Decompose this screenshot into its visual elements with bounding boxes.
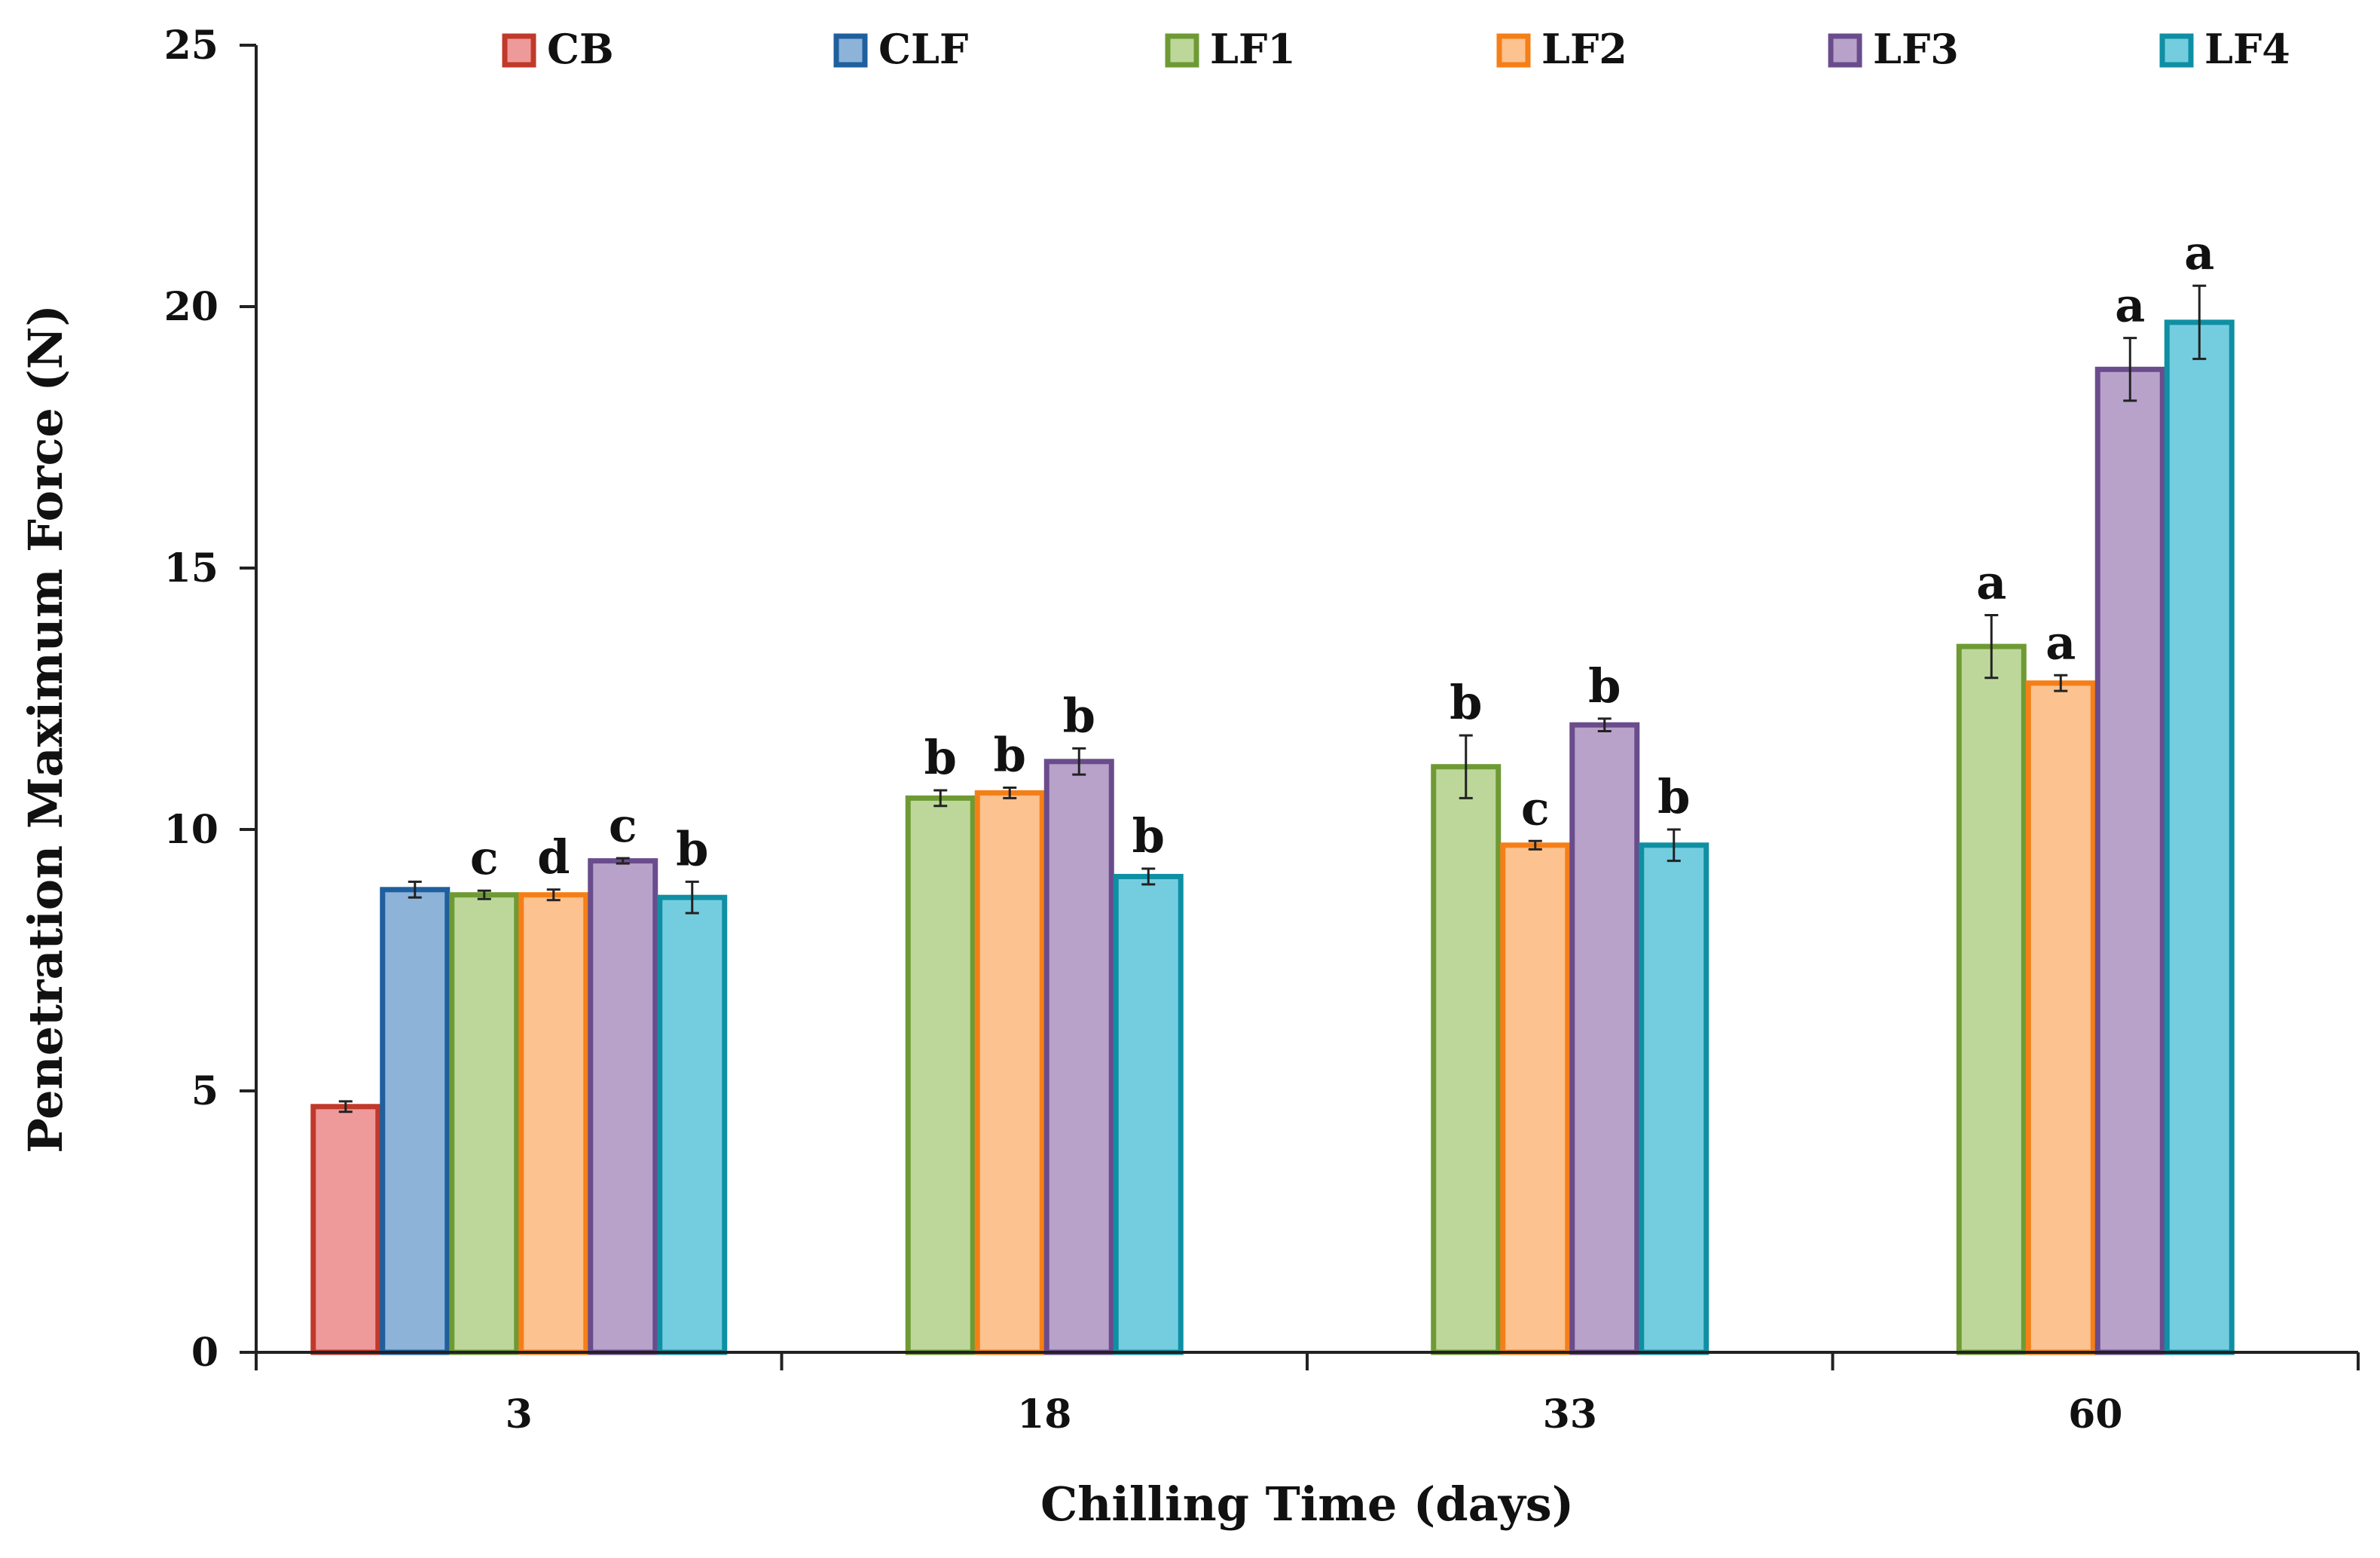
legend-swatch-clf xyxy=(833,33,868,68)
bar-lf4-3 xyxy=(657,894,728,1355)
significance-label-lf3-60: a xyxy=(2115,278,2145,333)
y-tick-label: 20 xyxy=(164,284,218,330)
bar-lf3-60 xyxy=(2094,366,2165,1355)
legend-label-clf: CLF xyxy=(878,25,968,73)
bar-cb-3 xyxy=(310,1104,381,1355)
significance-label-lf4-3: b xyxy=(676,821,708,876)
significance-label-lf4-60: a xyxy=(2184,225,2214,280)
legend: CB CLF LF1 LF2 LF3 LF4 xyxy=(502,25,2290,73)
bar-lf2-60 xyxy=(2025,680,2096,1355)
y-axis-title: Penetration Maximum Force (N) xyxy=(18,304,73,1153)
legend-label-cb: CB xyxy=(547,25,614,73)
bar-lf2-18 xyxy=(974,790,1045,1355)
y-tick-label: 25 xyxy=(164,23,218,69)
bar-lf4-60 xyxy=(2164,319,2235,1355)
legend-swatch-cb xyxy=(502,33,536,68)
legend-swatch-lf3 xyxy=(1828,33,1862,68)
y-tick-label: 15 xyxy=(164,545,218,591)
bar-lf1-33 xyxy=(1431,764,1502,1355)
x-tick-label: 33 xyxy=(1543,1392,1597,1437)
y-tick-label: 10 xyxy=(164,807,218,853)
legend-swatch-lf2 xyxy=(1496,33,1531,68)
legend-label-lf4: LF4 xyxy=(2204,25,2290,73)
significance-label-lf3-3: c xyxy=(609,798,637,853)
legend-label-lf3: LF3 xyxy=(1873,25,1959,73)
ticks-layer: 0 5 10 15 20 25 3 18 33 60 xyxy=(164,23,2360,1437)
legend-swatch-lf4 xyxy=(2159,33,2194,68)
significance-label-lf1-60: a xyxy=(1976,554,2006,609)
bars-layer xyxy=(310,284,2235,1355)
y-tick-label: 5 xyxy=(191,1068,218,1114)
significance-label-lf2-18: b xyxy=(994,727,1026,782)
x-tick-label: 3 xyxy=(506,1392,533,1437)
bar-lf4-18 xyxy=(1113,873,1184,1355)
x-tick-label: 60 xyxy=(2068,1392,2122,1437)
x-tick-label: 18 xyxy=(1017,1392,1071,1437)
significance-label-lf3-18: b xyxy=(1063,688,1095,743)
significance-label-lf1-18: b xyxy=(924,730,957,785)
significance-label-lf2-60: a xyxy=(2045,615,2076,670)
legend-label-lf2: LF2 xyxy=(1541,25,1627,73)
significance-label-lf2-3: d xyxy=(537,829,570,884)
significance-label-lf1-33: b xyxy=(1450,675,1482,730)
bar-lf1-60 xyxy=(1956,643,2027,1355)
legend-label-lf1: LF1 xyxy=(1210,25,1296,73)
bar-lf1-3 xyxy=(449,892,520,1355)
bar-lf3-18 xyxy=(1043,759,1114,1355)
legend-swatch-lf1 xyxy=(1165,33,1199,68)
bar-lf2-33 xyxy=(1500,842,1571,1355)
bar-lf1-18 xyxy=(905,795,976,1355)
bar-clf-3 xyxy=(380,887,451,1355)
bar-lf3-3 xyxy=(588,858,658,1355)
significance-label-lf4-33: b xyxy=(1657,769,1690,824)
significance-label-lf4-18: b xyxy=(1132,808,1165,863)
x-axis-title: Chilling Time (days) xyxy=(1040,1477,1574,1532)
y-tick-label: 0 xyxy=(191,1330,218,1376)
bar-lf3-33 xyxy=(1569,722,1640,1355)
bar-lf2-3 xyxy=(518,892,589,1355)
significance-label-lf2-33: c xyxy=(1521,781,1550,836)
bar-lf4-33 xyxy=(1639,842,1709,1355)
significance-label-lf3-33: b xyxy=(1588,658,1621,713)
significance-label-lf1-3: c xyxy=(470,830,499,885)
